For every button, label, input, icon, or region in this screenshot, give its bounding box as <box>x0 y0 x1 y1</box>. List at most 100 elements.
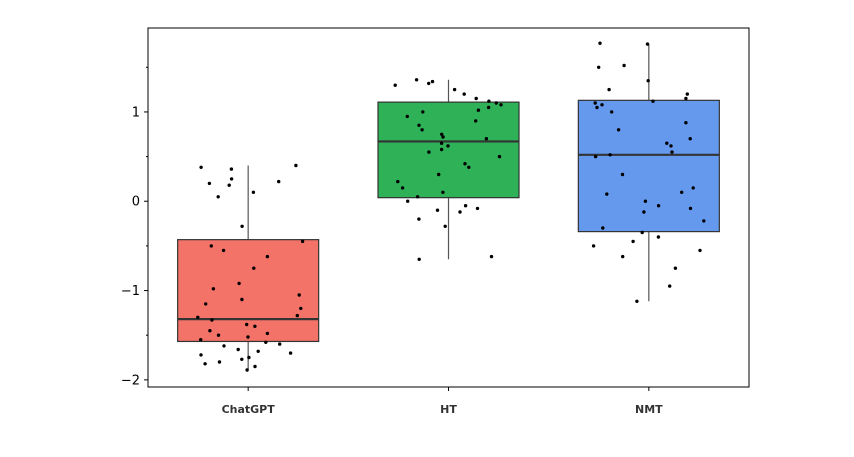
x-tick-label-nmt: NMT <box>635 403 663 416</box>
data-point <box>684 121 688 125</box>
data-point <box>417 257 421 261</box>
data-point <box>475 206 480 211</box>
data-point <box>691 186 695 190</box>
data-point <box>264 340 268 344</box>
data-point <box>452 87 457 92</box>
data-point <box>222 344 226 348</box>
data-point <box>216 195 220 199</box>
data-point <box>598 41 602 45</box>
data-point <box>203 362 207 366</box>
data-point <box>221 248 226 253</box>
x-tick-label-chatgpt: ChatGPT <box>222 403 276 416</box>
data-point <box>299 306 303 311</box>
data-point <box>265 254 270 259</box>
data-point <box>467 165 471 169</box>
data-point <box>211 287 216 291</box>
data-point <box>278 342 282 346</box>
data-point <box>684 96 688 101</box>
data-point <box>458 210 462 214</box>
data-point <box>199 165 203 169</box>
data-point <box>236 347 240 352</box>
data-point <box>600 103 604 107</box>
y-tick-label: 0 <box>132 195 140 210</box>
data-point <box>669 144 673 148</box>
data-point <box>702 219 706 223</box>
data-point <box>688 206 693 211</box>
data-point <box>665 141 669 145</box>
data-point <box>256 349 260 353</box>
data-point <box>622 63 626 68</box>
data-point <box>237 281 241 286</box>
data-point <box>443 224 447 228</box>
data-point <box>440 132 444 136</box>
data-point <box>199 338 203 342</box>
y-tick-label: 1 <box>132 105 140 120</box>
data-point <box>597 65 601 70</box>
data-point <box>420 128 424 132</box>
data-point <box>199 353 203 357</box>
data-point <box>405 114 409 119</box>
data-point <box>216 333 221 337</box>
data-point <box>210 318 214 322</box>
data-point <box>489 254 494 259</box>
data-point <box>417 217 421 221</box>
data-point <box>698 248 702 253</box>
data-point <box>474 96 478 101</box>
data-point <box>227 183 231 187</box>
data-point <box>251 190 256 194</box>
data-point <box>595 105 599 110</box>
data-point <box>484 137 489 141</box>
data-point <box>240 357 244 361</box>
data-point <box>253 364 257 369</box>
data-point <box>487 99 491 103</box>
data-point <box>688 137 692 141</box>
data-point <box>252 266 256 270</box>
data-point <box>680 190 684 194</box>
data-point <box>435 208 440 212</box>
data-point <box>246 335 250 339</box>
data-point <box>497 154 502 159</box>
data-point <box>288 351 293 355</box>
data-point <box>656 204 661 208</box>
y-axis: −2 −1 0 1 <box>121 66 148 388</box>
data-point <box>439 141 444 145</box>
data-point <box>295 313 299 318</box>
data-point <box>240 224 244 228</box>
data-point <box>643 199 648 203</box>
y-tick-label: −1 <box>121 284 140 299</box>
data-point <box>421 110 425 114</box>
data-point <box>593 101 597 105</box>
points-layer <box>196 41 706 372</box>
boxes-layer <box>177 44 720 370</box>
data-point <box>441 190 445 194</box>
data-point <box>668 284 672 288</box>
data-point <box>245 368 249 372</box>
data-point <box>645 42 650 46</box>
data-point <box>656 235 661 239</box>
box-chatgpt <box>177 239 320 343</box>
data-point <box>300 239 305 244</box>
data-point <box>207 181 212 186</box>
data-point <box>607 87 611 92</box>
data-point <box>474 119 478 123</box>
data-point <box>621 254 625 259</box>
data-point <box>297 293 301 297</box>
data-point <box>229 177 234 181</box>
data-point <box>670 150 674 154</box>
data-point <box>494 101 498 105</box>
data-point <box>605 192 609 196</box>
data-point <box>406 199 410 203</box>
data-point <box>209 244 213 248</box>
data-point <box>441 135 445 139</box>
box-ht <box>377 101 520 199</box>
data-point <box>229 167 234 171</box>
data-point <box>427 150 431 154</box>
data-point <box>462 92 466 96</box>
data-point <box>430 79 435 84</box>
data-point <box>593 154 598 159</box>
data-point <box>591 244 596 248</box>
data-point <box>486 105 491 110</box>
data-point <box>427 81 431 86</box>
data-point <box>616 128 621 132</box>
